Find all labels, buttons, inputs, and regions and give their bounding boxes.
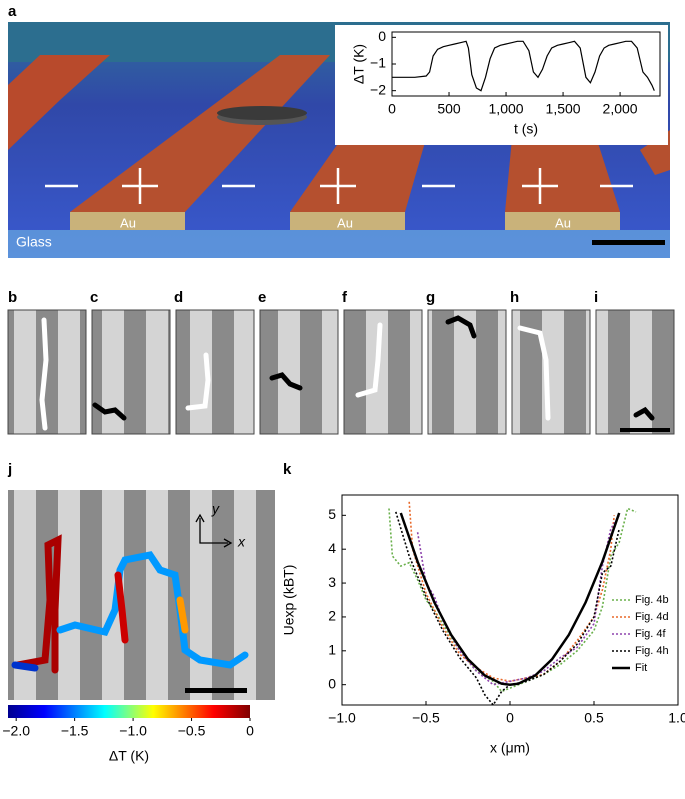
panel-label: d bbox=[174, 289, 183, 306]
particle-track bbox=[633, 406, 655, 421]
micrograph bbox=[259, 309, 339, 435]
panel-label: f bbox=[342, 289, 348, 306]
au-label: Au bbox=[337, 215, 353, 230]
panel-a-render bbox=[8, 22, 670, 258]
axis-y-label: y bbox=[211, 501, 220, 517]
particle-track bbox=[445, 315, 477, 339]
legend-label: Fig. 4b bbox=[635, 594, 669, 606]
colorbar-tick-label: 0 bbox=[246, 723, 254, 739]
micrograph bbox=[175, 309, 255, 435]
particle-track bbox=[517, 325, 551, 421]
x-axis-label: x (μm) bbox=[490, 740, 530, 756]
panel-label: b bbox=[8, 289, 17, 306]
panel-label: c bbox=[90, 289, 98, 306]
x-axis-label: t (s) bbox=[514, 121, 538, 137]
x-tick-label: 0 bbox=[506, 710, 514, 726]
colorbar-tick-label: −1.0 bbox=[119, 723, 147, 739]
y-tick-label: 2 bbox=[328, 608, 336, 624]
y-tick-label: 0 bbox=[378, 28, 386, 44]
panel-label: a bbox=[8, 3, 17, 20]
y-tick-label: 5 bbox=[328, 506, 336, 522]
data-line bbox=[408, 501, 615, 683]
legend-label: Fig. 4d bbox=[635, 611, 669, 623]
au-label: Au bbox=[555, 215, 571, 230]
panel-label: h bbox=[510, 289, 519, 306]
y-axis-label: ΔT (K) bbox=[351, 44, 367, 84]
y-tick-label: 0 bbox=[328, 675, 336, 691]
y-axis-label: Uexp (kBT) bbox=[281, 565, 297, 636]
y-tick-label: 3 bbox=[328, 574, 336, 590]
particle-track bbox=[355, 322, 383, 398]
y-tick-label: 4 bbox=[328, 540, 336, 556]
data-line bbox=[392, 40, 655, 92]
particle-track bbox=[39, 317, 49, 431]
panel-j-image bbox=[8, 490, 275, 718]
x-tick-label: 0.5 bbox=[584, 710, 604, 726]
particle-track bbox=[185, 352, 211, 411]
x-tick-label: 1,000 bbox=[489, 101, 524, 117]
colorbar-label: ΔT (K) bbox=[109, 748, 149, 764]
y-tick-label: −2 bbox=[370, 81, 386, 97]
axis-x-label: x bbox=[237, 534, 246, 550]
data-line bbox=[388, 507, 637, 693]
data-line bbox=[395, 511, 620, 707]
y-tick-label: −1 bbox=[370, 55, 386, 71]
panel-label: e bbox=[258, 289, 266, 306]
x-tick-label: 1,500 bbox=[546, 101, 581, 117]
plot-frame bbox=[341, 494, 679, 706]
x-tick-label: −0.5 bbox=[412, 710, 440, 726]
legend-label: Fig. 4f bbox=[635, 628, 667, 640]
micrograph bbox=[343, 309, 423, 435]
micrograph bbox=[427, 309, 507, 435]
au-label: Au bbox=[120, 215, 136, 230]
data-line bbox=[399, 512, 621, 686]
glass-label: Glass bbox=[16, 234, 52, 250]
particle-track bbox=[269, 372, 303, 391]
colorbar-tick-label: −1.5 bbox=[61, 723, 89, 739]
legend-label: Fig. 4h bbox=[635, 645, 669, 657]
x-tick-label: 2,000 bbox=[603, 101, 638, 117]
panel-label: g bbox=[426, 289, 435, 306]
microscopy-panels bbox=[7, 309, 675, 435]
particle-track bbox=[92, 402, 127, 421]
colorbar-tick-label: −2.0 bbox=[2, 723, 30, 739]
micrograph bbox=[91, 309, 171, 435]
panel-label: i bbox=[594, 289, 598, 306]
legend-label: Fit bbox=[635, 662, 647, 674]
x-tick-label: 0 bbox=[388, 101, 396, 117]
data-line bbox=[416, 514, 620, 686]
x-tick-label: 500 bbox=[437, 101, 461, 117]
x-tick-label: 1.0 bbox=[668, 710, 685, 726]
x-tick-label: −1.0 bbox=[328, 710, 356, 726]
panel-label: j bbox=[7, 461, 12, 478]
y-tick-label: 1 bbox=[328, 642, 336, 658]
scale-bar bbox=[620, 428, 670, 432]
colorbar-tick-label: −0.5 bbox=[178, 723, 206, 739]
panel-label: k bbox=[283, 461, 292, 478]
